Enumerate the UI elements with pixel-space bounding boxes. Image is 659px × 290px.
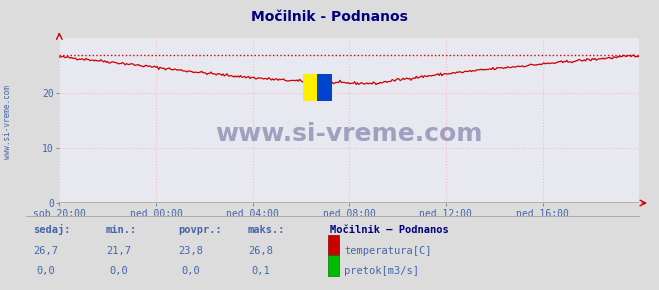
Text: www.si-vreme.com: www.si-vreme.com [215,122,483,146]
Text: 0,0: 0,0 [109,266,128,276]
Text: 0,0: 0,0 [182,266,200,276]
Text: temperatura[C]: temperatura[C] [344,246,432,256]
Text: pretok[m3/s]: pretok[m3/s] [344,266,419,276]
Text: 26,8: 26,8 [248,246,273,256]
Text: maks.:: maks.: [247,225,285,235]
Text: sedaj:: sedaj: [33,224,71,235]
Text: www.si-vreme.com: www.si-vreme.com [3,85,13,159]
Text: Močilnik – Podnanos: Močilnik – Podnanos [330,225,448,235]
Text: 26,7: 26,7 [34,246,59,256]
Text: 0,1: 0,1 [251,266,270,276]
Text: 23,8: 23,8 [179,246,204,256]
Text: povpr.:: povpr.: [178,225,221,235]
Bar [303,74,318,101]
Bar [318,74,332,101]
Text: 0,0: 0,0 [37,266,55,276]
Text: 21,7: 21,7 [106,246,131,256]
Text: Močilnik - Podnanos: Močilnik - Podnanos [251,10,408,24]
Text: min.:: min.: [105,225,136,235]
